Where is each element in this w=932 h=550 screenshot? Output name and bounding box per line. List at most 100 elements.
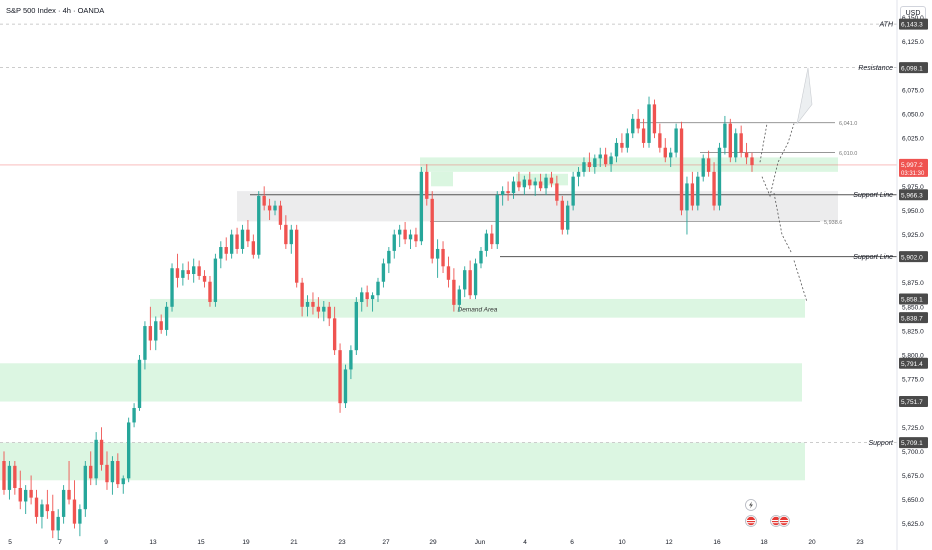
zone-area [0, 363, 802, 402]
candle [566, 200, 570, 235]
candle [295, 224, 299, 288]
level-price-tag-bg [899, 251, 928, 263]
candle [636, 109, 640, 134]
candle [67, 461, 71, 505]
candle [625, 128, 630, 153]
candle [305, 295, 310, 317]
level-label: Support Line [853, 254, 893, 261]
candle-body [278, 205, 283, 225]
candle-body [338, 350, 342, 404]
candle-body [257, 195, 261, 255]
projection-path [759, 123, 768, 163]
time-tick-label: 5 [8, 539, 12, 546]
candle-body [186, 270, 190, 275]
zone-price-tag-bg [899, 396, 928, 408]
candle [723, 115, 727, 155]
candle-body [51, 511, 55, 531]
time-tick-label: 13 [149, 539, 157, 546]
candle [24, 485, 28, 515]
candle [164, 301, 169, 336]
candle-body [517, 181, 521, 188]
candle-body [45, 504, 50, 512]
candle [273, 200, 277, 216]
time-tick-label: 16 [713, 539, 721, 546]
candle-body [365, 292, 369, 300]
candle [430, 191, 434, 264]
candle [555, 175, 559, 206]
candle [457, 285, 461, 312]
candle-body [246, 229, 250, 242]
time-tick-label: 6 [570, 539, 574, 546]
candle-body [587, 162, 592, 168]
candle [522, 175, 527, 195]
level-price-tag-bg [899, 62, 928, 74]
candle [576, 167, 581, 187]
zone-area [431, 171, 453, 187]
candle-body [522, 179, 527, 188]
candle-body [105, 464, 109, 483]
candle-body [284, 224, 288, 245]
candle [435, 239, 440, 278]
time-tick-label: 27 [382, 539, 390, 546]
candle-body [370, 295, 375, 300]
small-level-label: 5,938.6 [824, 220, 842, 226]
candle-body [750, 157, 754, 166]
candle-body [544, 177, 548, 189]
candle [490, 224, 494, 249]
candle-body [7, 465, 12, 490]
candle [72, 480, 77, 529]
candle [609, 152, 613, 172]
price-tick-label: 6,075.0 [902, 87, 924, 94]
candle-body [560, 200, 564, 230]
candle [468, 260, 472, 300]
candle-body [555, 183, 559, 201]
projection-path [773, 192, 793, 254]
candle-body [441, 248, 445, 267]
candle-body [78, 509, 82, 524]
candle [175, 253, 180, 288]
candle-body [67, 489, 71, 500]
candle [300, 277, 304, 317]
candle [744, 142, 749, 165]
candle-body [83, 465, 87, 510]
candle-body [262, 195, 266, 206]
level-label: Support Line [853, 192, 893, 199]
candle-body [739, 133, 743, 153]
price-tick-label: 5,675.0 [902, 473, 924, 480]
small-level-label: 6,041.0 [839, 121, 857, 127]
candle-body [148, 326, 153, 341]
candle [29, 475, 33, 505]
candle [533, 177, 537, 196]
candle-body [468, 270, 472, 296]
candle [717, 142, 722, 211]
arrow-head-icon [796, 67, 813, 124]
candle-body [110, 461, 115, 483]
candle-body [29, 489, 33, 498]
current-price-tag: 5,997.2 [901, 162, 923, 169]
candle [538, 173, 543, 192]
candle-body [159, 321, 163, 330]
candle [94, 432, 98, 486]
candle [398, 224, 402, 248]
time-tick-label: 20 [808, 539, 816, 546]
candle-body [723, 123, 727, 148]
candle [148, 306, 153, 351]
candle-body [99, 439, 104, 465]
candle-body [658, 133, 662, 148]
candle-body [398, 229, 402, 235]
candle-body [663, 147, 667, 158]
candle [614, 138, 619, 163]
small-level-label: 6,010.0 [839, 151, 857, 157]
candle [219, 241, 223, 269]
candle-body [636, 118, 640, 129]
candle [224, 237, 228, 261]
zone-price-tag-bg [899, 357, 928, 369]
candle [45, 489, 50, 519]
candle [40, 499, 44, 529]
currency-button[interactable]: USD [900, 6, 926, 21]
candle-body [235, 234, 239, 249]
candle-body [549, 177, 554, 184]
candle [89, 451, 93, 486]
candle [105, 451, 109, 490]
